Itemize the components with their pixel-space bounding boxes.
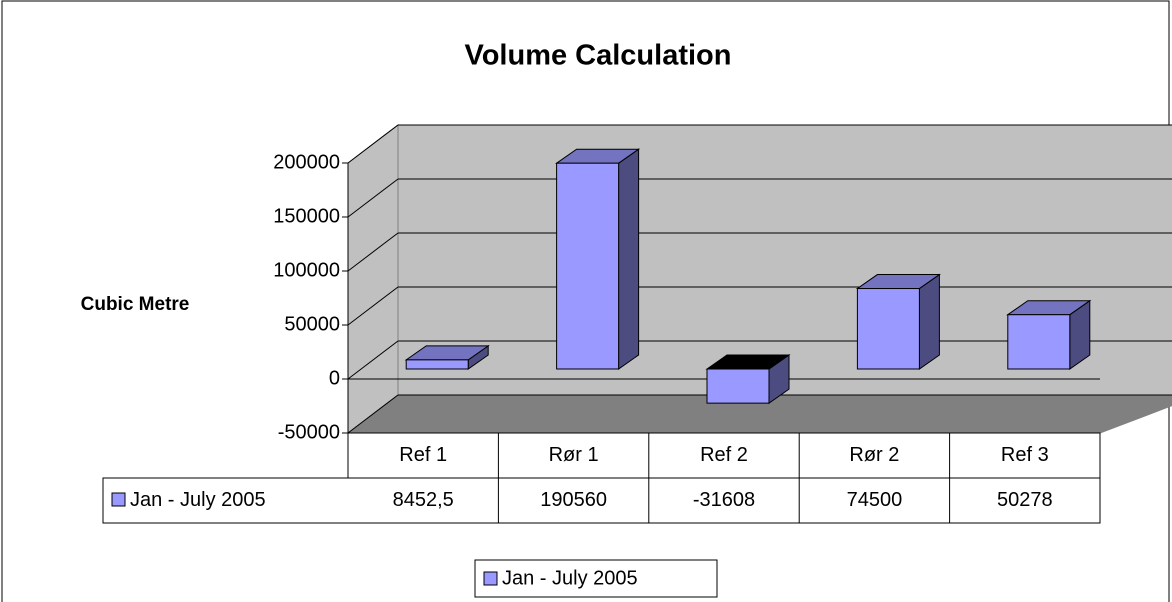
x-tick-label: Rør 2 xyxy=(849,444,899,466)
x-tick-label: Rør 1 xyxy=(549,444,599,466)
bar xyxy=(405,359,469,370)
grid-line xyxy=(347,232,399,272)
y-tick-label: 50000 xyxy=(284,313,340,335)
bar-side xyxy=(918,273,940,370)
bar xyxy=(556,162,620,370)
table-value: -31608 xyxy=(693,489,755,511)
y-axis-title: Cubic Metre xyxy=(81,294,190,315)
table-series-name: Jan - July 2005 xyxy=(130,489,266,511)
y-tick-label: -50000 xyxy=(278,421,340,443)
table-value: 8452,5 xyxy=(393,489,454,511)
bar-side xyxy=(618,148,640,370)
grid-line xyxy=(347,286,399,326)
grid-line xyxy=(347,178,399,218)
y-tick-label: 200000 xyxy=(273,151,340,173)
x-tick-label: Ref 2 xyxy=(700,444,748,466)
legend-box xyxy=(474,559,718,598)
bar xyxy=(1007,314,1071,370)
legend-key xyxy=(111,492,126,507)
bar xyxy=(856,288,920,370)
x-tick-label: Ref 3 xyxy=(1001,444,1049,466)
table-value: 190560 xyxy=(540,489,607,511)
y-tick-label: 0 xyxy=(329,367,340,389)
side-wall xyxy=(347,123,399,435)
legend-label: Jan - July 2005 xyxy=(502,567,638,589)
legend-key xyxy=(483,571,498,586)
bar xyxy=(706,368,770,404)
table-frame xyxy=(102,477,1101,524)
table-value: 50278 xyxy=(997,489,1053,511)
grid-line xyxy=(347,340,399,380)
chart-title: Volume Calculation xyxy=(465,40,732,72)
y-tick-label: 150000 xyxy=(273,205,340,227)
x-tick-label: Ref 1 xyxy=(399,444,447,466)
grid-line xyxy=(347,124,399,164)
y-tick-label: 100000 xyxy=(273,259,340,281)
table-value: 74500 xyxy=(847,489,903,511)
grid-line xyxy=(347,394,399,434)
